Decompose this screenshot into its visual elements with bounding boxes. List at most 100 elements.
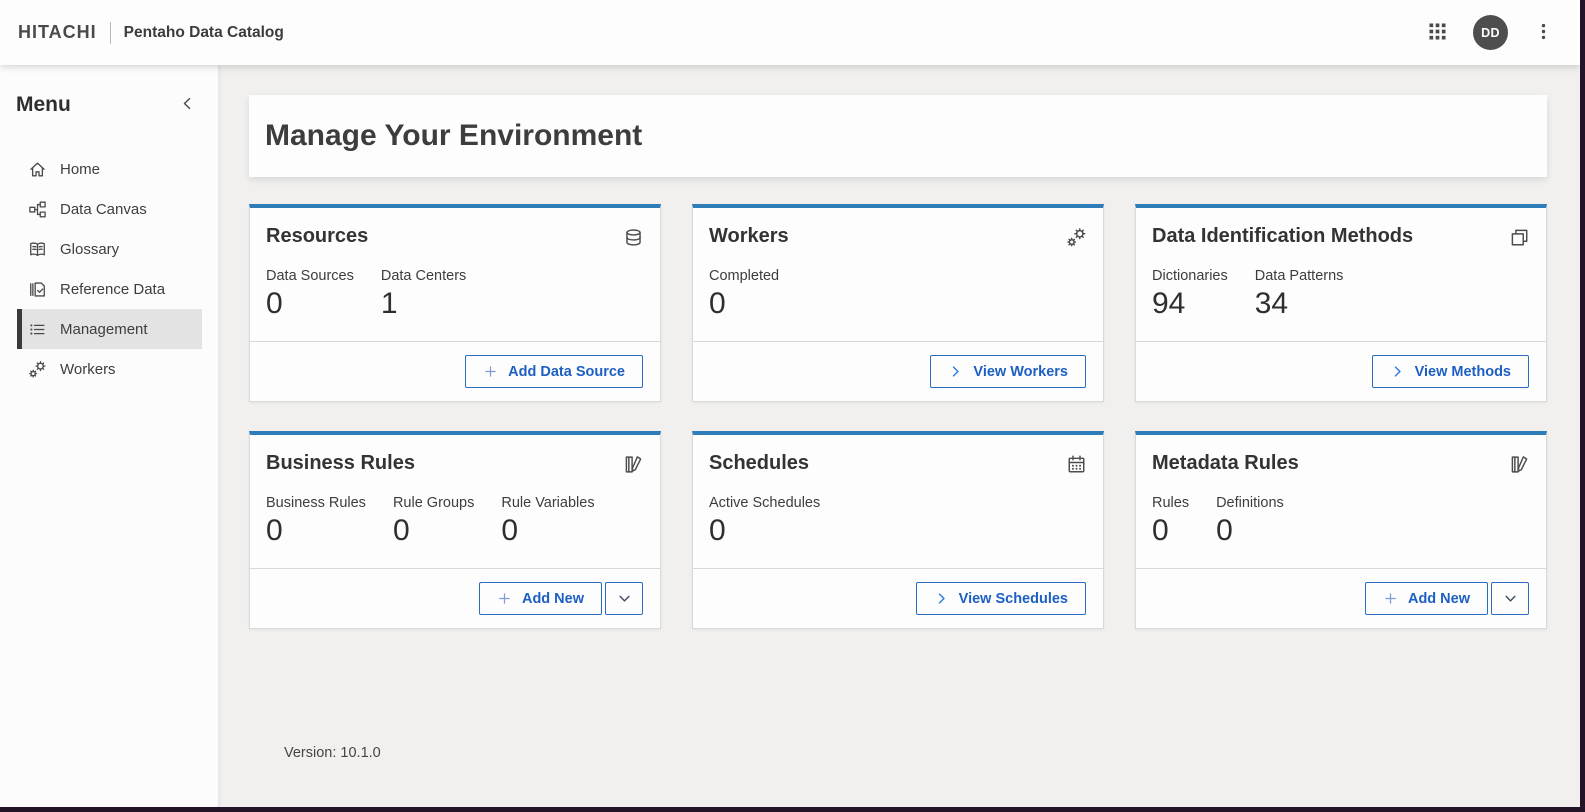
stat-value: 0: [266, 287, 283, 320]
add-new-dropdown-toggle[interactable]: [1491, 582, 1529, 615]
management-icon: [28, 320, 47, 339]
card-actions: Add Data Source: [250, 341, 660, 401]
view-schedules-button[interactable]: View Schedules: [915, 582, 1086, 615]
card-title: Resources: [266, 225, 369, 247]
chevron-left-icon: [179, 95, 196, 115]
card-title: Workers: [709, 225, 789, 247]
stat-label: Dictionaries: [1152, 268, 1228, 284]
sidebar: Menu Home Data Canvas Glossary Reference…: [0, 65, 218, 807]
add-data-source-button[interactable]: Add Data Source: [465, 355, 643, 388]
card-actions: View Workers: [693, 341, 1103, 401]
card-resources: Resources Data Sources 0 Data Centers 1 …: [249, 204, 661, 402]
card-actions: Add New: [250, 568, 660, 628]
reference-data-icon: [28, 280, 47, 299]
info-icon: [257, 744, 274, 761]
stat-value: 0: [392, 514, 410, 547]
button-label: View Workers: [973, 363, 1068, 380]
card-title: Schedules: [709, 452, 810, 474]
card-workers: Workers Completed 0 View Workers: [692, 204, 1104, 402]
sidebar-header: Menu: [0, 87, 218, 123]
card-schedules: Schedules Active Schedules 0 View Schedu…: [692, 431, 1104, 629]
stat-label: Business Rules: [266, 495, 366, 511]
sidebar-item-glossary[interactable]: Glossary: [17, 229, 202, 269]
stat: Data Sources 0: [266, 268, 354, 321]
button-label: Add New: [1407, 590, 1470, 607]
card-stats: Rules 0 Definitions 0: [1152, 495, 1530, 548]
sidebar-item-workers[interactable]: Workers: [17, 349, 202, 389]
plus-icon: [497, 591, 512, 606]
button-label: Add Data Source: [508, 363, 625, 380]
add-new-button[interactable]: Add New: [478, 582, 602, 615]
version-text: Version: 10.1.0: [284, 744, 381, 761]
chevron-right-icon: [1390, 364, 1405, 379]
stat-label: Data Patterns: [1254, 268, 1344, 284]
brand-divider: [109, 21, 111, 44]
sidebar-collapse-button[interactable]: [177, 93, 198, 117]
add-new-button[interactable]: Add New: [1364, 582, 1488, 615]
avatar[interactable]: DD: [1473, 15, 1508, 50]
stat: Active Schedules 0: [709, 495, 820, 548]
stat-value: 94: [1152, 287, 1186, 320]
stat-value: 34: [1254, 287, 1289, 320]
card-body: Workers Completed 0: [693, 208, 1103, 341]
view-methods-button[interactable]: View Methods: [1371, 355, 1529, 388]
card-metadata-rules: Metadata Rules Rules 0 Definitions 0 Add…: [1135, 431, 1547, 629]
stat-label: Completed: [709, 268, 780, 284]
hitachi-logo: HITACHI: [18, 22, 97, 42]
book-pencil-icon: [1509, 454, 1530, 475]
stat: Rule Variables 0: [501, 495, 594, 548]
card-actions: View Methods: [1136, 341, 1546, 401]
stat-value: 0: [709, 514, 726, 547]
sidebar-nav: Home Data Canvas Glossary Reference Data…: [0, 149, 218, 389]
stat: Rules 0: [1152, 495, 1189, 548]
sidebar-item-label: Management: [60, 320, 148, 338]
stat-label: Data Centers: [380, 268, 467, 284]
card-business-rules: Business Rules Business Rules 0 Rule Gro…: [249, 431, 661, 629]
stat-value: 0: [1216, 514, 1233, 547]
sidebar-item-label: Data Canvas: [60, 200, 147, 218]
cards-grid: Resources Data Sources 0 Data Centers 1 …: [249, 204, 1547, 629]
copies-icon: [1509, 227, 1530, 248]
sidebar-item-reference-data[interactable]: Reference Data: [17, 269, 202, 309]
card-header: Resources: [266, 225, 644, 248]
card-header: Metadata Rules: [1152, 452, 1530, 475]
product-name: Pentaho Data Catalog: [123, 23, 284, 41]
stat-value: 0: [266, 514, 283, 547]
sidebar-item-label: Glossary: [60, 240, 120, 258]
stat: Data Centers 1: [381, 268, 466, 321]
card-header: Data Identification Methods: [1152, 225, 1530, 248]
view-workers-button[interactable]: View Workers: [930, 355, 1086, 388]
stat: Definitions 0: [1216, 495, 1284, 548]
plus-icon: [1383, 591, 1398, 606]
brand-area: HITACHI Pentaho Data Catalog: [18, 21, 284, 44]
overflow-menu-button[interactable]: [1531, 19, 1556, 47]
card-stats: Completed 0: [709, 268, 1087, 321]
chevron-right-icon: [948, 364, 963, 379]
card-actions: View Schedules: [693, 568, 1103, 628]
card-title: Metadata Rules: [1152, 452, 1299, 474]
card-body: Business Rules Business Rules 0 Rule Gro…: [250, 435, 660, 568]
sidebar-item-data-canvas[interactable]: Data Canvas: [17, 189, 202, 229]
chevron-right-icon: [934, 591, 949, 606]
gears-icon: [28, 360, 47, 379]
page-header: Manage Your Environment: [249, 95, 1547, 177]
stat-value: 0: [1152, 514, 1169, 547]
card-stats: Data Sources 0 Data Centers 1: [266, 268, 644, 321]
add-new-dropdown-toggle[interactable]: [605, 582, 643, 615]
calendar-icon: [1066, 454, 1087, 475]
card-actions: Add New: [1136, 568, 1546, 628]
database-stack-icon: [623, 227, 644, 248]
topbar: HITACHI Pentaho Data Catalog DD: [0, 0, 1580, 65]
sidebar-item-home[interactable]: Home: [17, 149, 202, 189]
stat-value: 0: [501, 514, 519, 547]
stat: Rule Groups 0: [393, 495, 474, 548]
sidebar-item-label: Workers: [60, 360, 116, 378]
stat-label: Data Sources: [266, 268, 354, 284]
card-body: Metadata Rules Rules 0 Definitions 0: [1136, 435, 1546, 568]
stat-value: 1: [380, 287, 398, 320]
chevron-down-icon: [1503, 591, 1518, 606]
sidebar-item-management[interactable]: Management: [17, 309, 202, 349]
kebab-menu-icon: [1534, 22, 1553, 44]
menu-title: Menu: [16, 93, 71, 116]
apps-grid-button[interactable]: [1425, 19, 1450, 47]
